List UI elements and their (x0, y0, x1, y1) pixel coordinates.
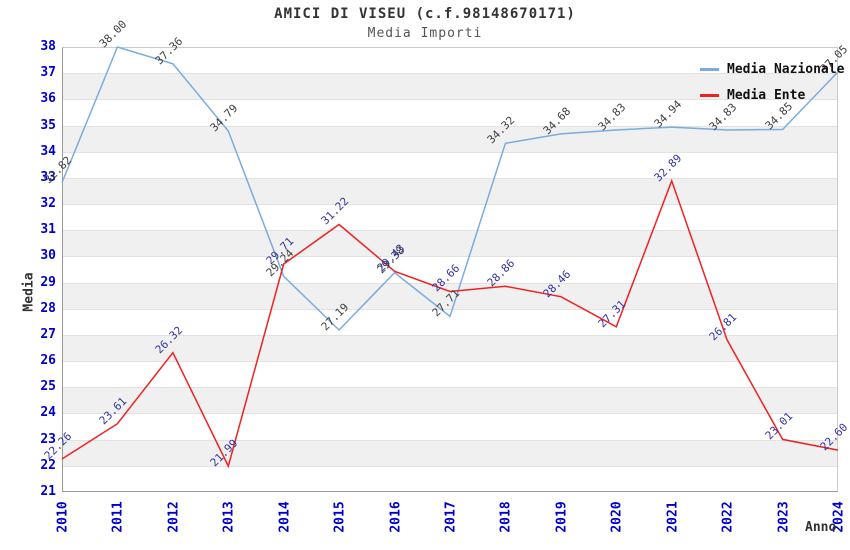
legend-line-swatch (700, 67, 719, 71)
x-axis-label: Anno (805, 520, 837, 535)
gridline (63, 230, 837, 232)
y-tick-label: 28 (40, 300, 56, 316)
y-tick-label: 26 (40, 353, 56, 369)
plot-band (63, 388, 837, 415)
y-tick-label: 22 (40, 457, 56, 473)
gridline (63, 465, 837, 467)
gridline (63, 439, 837, 441)
y-tick-label: 25 (40, 379, 56, 395)
legend-item-media-nazionale: Media Nazionale (700, 56, 844, 82)
y-tick-label: 33 (40, 169, 56, 185)
x-tick-label: 2022 (720, 501, 736, 533)
gridline (63, 256, 837, 258)
x-tick-label: 2019 (554, 501, 570, 533)
x-tick-label: 2014 (277, 501, 293, 533)
x-tick-label: 2010 (55, 501, 71, 533)
y-tick-label: 24 (40, 405, 56, 421)
y-tick-label: 31 (40, 222, 56, 238)
y-tick-label: 29 (40, 274, 56, 290)
y-axis-label: Media (21, 272, 37, 312)
chart-subtitle: Media Importi (367, 26, 483, 41)
y-tick-label: 38 (40, 39, 56, 54)
gridline (63, 308, 837, 310)
plot-band (63, 126, 837, 153)
plot-band (63, 178, 837, 206)
y-tick-label: 36 (40, 91, 56, 107)
x-tick-label: 2021 (665, 501, 681, 533)
x-tick-label: 2011 (110, 501, 126, 533)
x-tick-label: 2020 (609, 501, 625, 533)
y-tick-label: 34 (40, 143, 56, 159)
x-tick-label: 2012 (166, 501, 182, 533)
plot-band (63, 335, 837, 363)
x-tick-label: 2013 (221, 501, 237, 533)
chart-title: AMICI DI VISEU (c.f.98148670171) (274, 6, 576, 22)
legend-label: Media Nazionale (727, 61, 845, 77)
legend: Media Nazionale Media Ente (700, 56, 844, 108)
gridline (63, 177, 837, 179)
x-tick-label: 2023 (776, 501, 792, 533)
y-tick-label: 35 (40, 117, 56, 133)
gridline (63, 361, 837, 363)
plot-band (63, 231, 837, 258)
y-tick-label: 21 (40, 484, 56, 499)
gridline (63, 387, 837, 389)
legend-item-media-ente: Media Ente (700, 82, 844, 108)
gridline (63, 413, 837, 415)
legend-label: Media Ente (727, 87, 806, 103)
plot-band (63, 440, 837, 467)
x-tick-label: 2017 (443, 501, 459, 533)
x-tick-label: 2016 (388, 501, 404, 533)
legend-line-swatch (700, 93, 719, 97)
y-tick-label: 37 (40, 65, 56, 81)
gridline (63, 204, 837, 206)
y-tick-label: 32 (40, 196, 56, 212)
y-tick-label: 27 (40, 326, 56, 342)
x-tick-label: 2015 (332, 501, 348, 533)
gridline (63, 151, 837, 153)
y-tick-label: 23 (40, 431, 56, 447)
x-tick-label: 2018 (498, 501, 514, 533)
y-tick-label: 30 (40, 248, 56, 264)
